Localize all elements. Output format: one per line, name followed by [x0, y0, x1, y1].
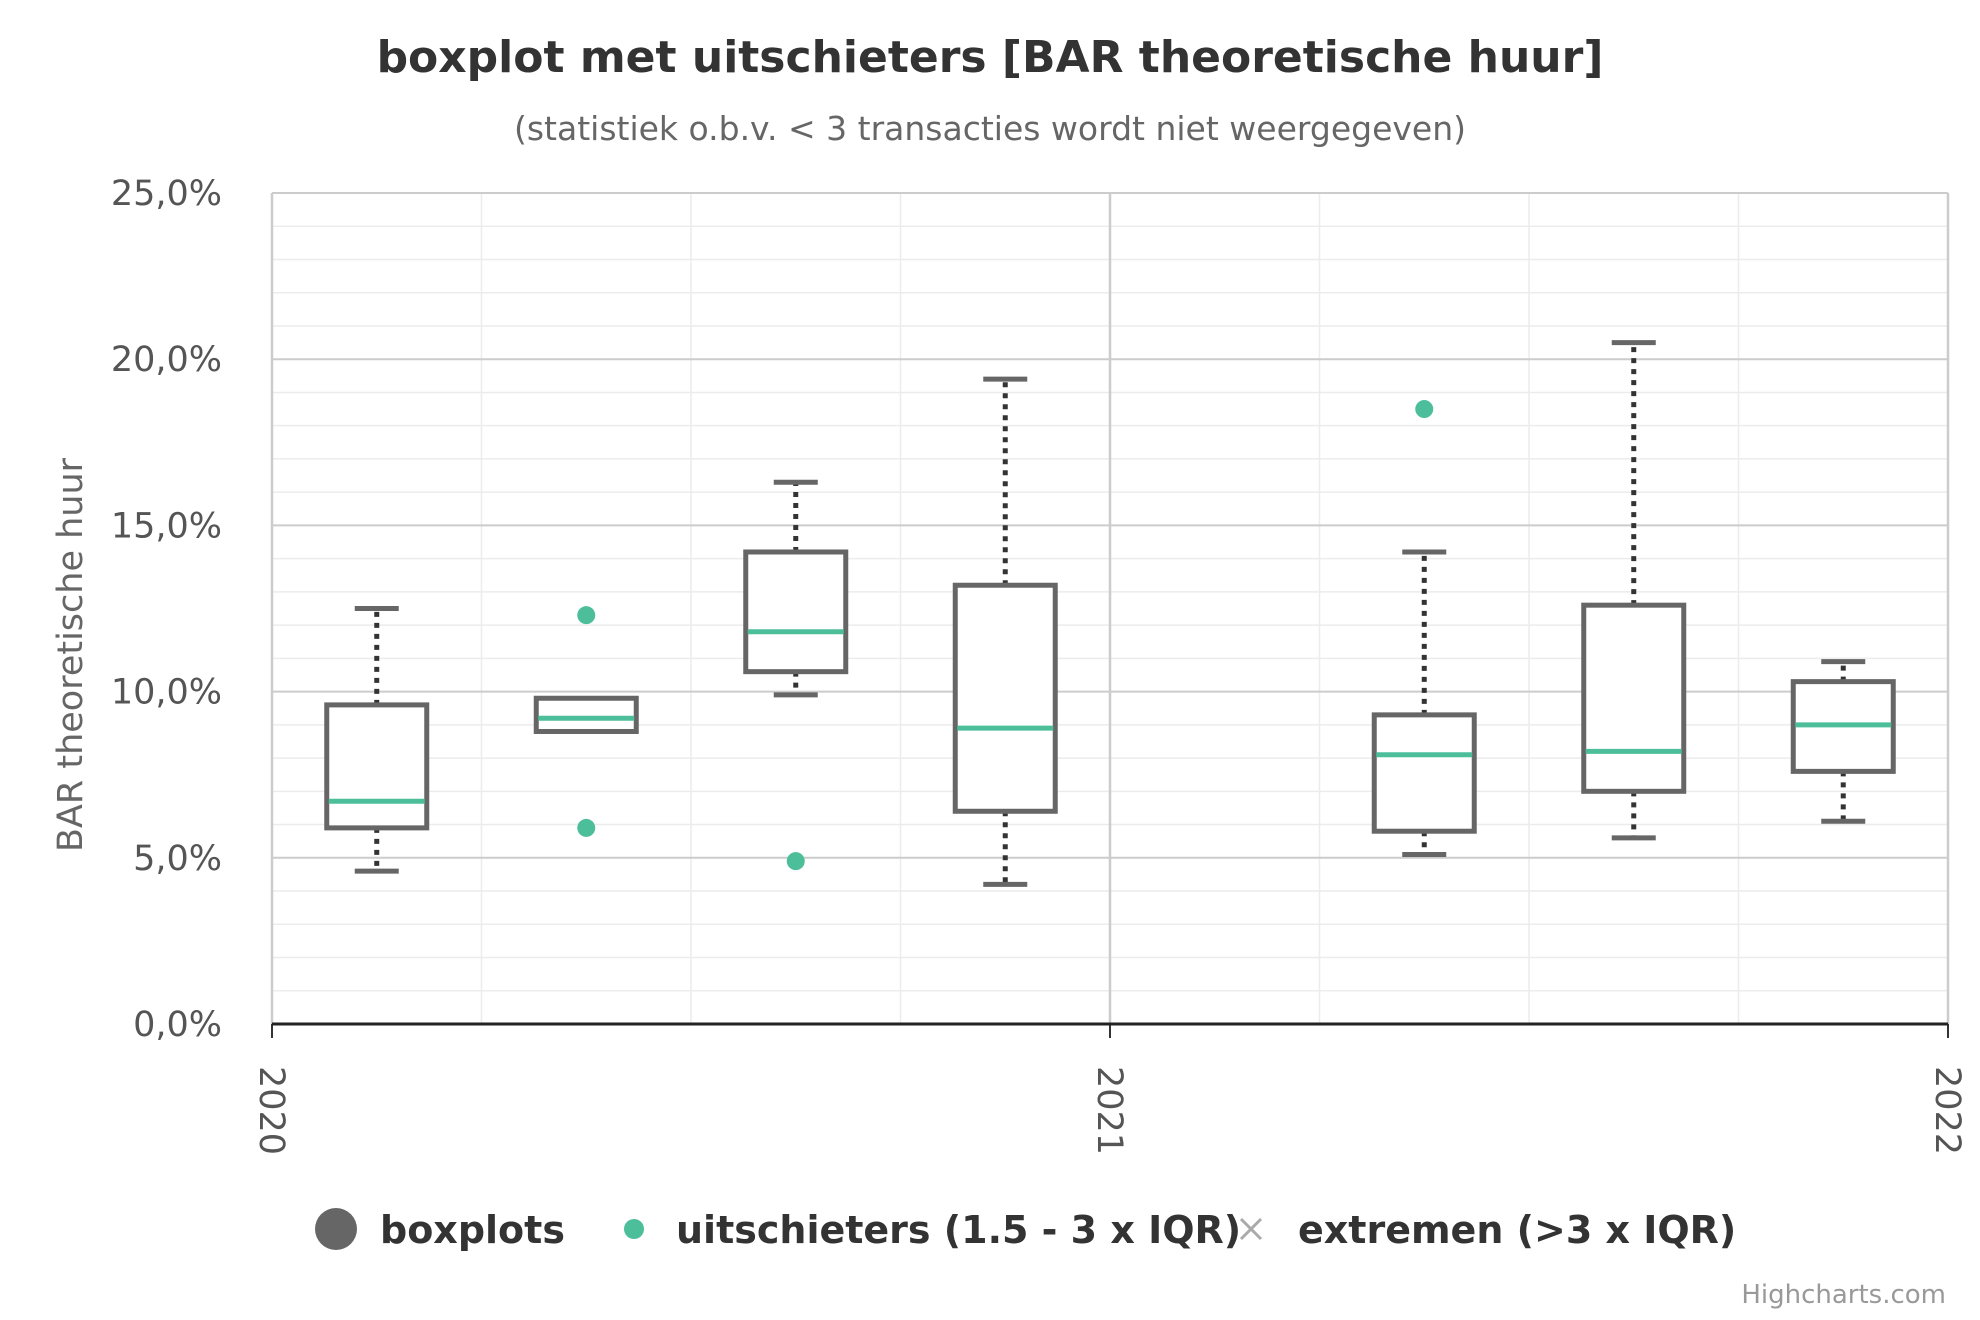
x-tick-label: 2020 [251, 1066, 291, 1155]
axes: 0,0% 5,0% 10,0% 15,0% 20,0% 25,0% 2020 2021 2022 [111, 174, 1967, 1155]
box-body [1371, 712, 1477, 834]
x-tick-label: 2022 [1927, 1066, 1967, 1155]
legend-label-uitschieters: uitschieters (1.5 - 3 x IQR) [676, 1208, 1241, 1252]
box-body [952, 582, 1058, 814]
box [952, 376, 1058, 887]
x-tick-label: 2021 [1089, 1066, 1129, 1155]
chart-title: boxplot met uitschieters [BAR theoretisc… [377, 32, 1604, 83]
legend-item-boxplots[interactable]: boxplots [315, 1208, 565, 1252]
legend-label-boxplots: boxplots [380, 1208, 565, 1252]
legend-marker-uitschieters [624, 1219, 644, 1239]
box [1581, 340, 1687, 841]
y-tick-label: 5,0% [133, 839, 222, 879]
box [533, 695, 639, 734]
box-body [324, 702, 430, 831]
y-tick-label: 20,0% [111, 340, 222, 380]
plot-grid [270, 192, 1950, 1024]
y-tick-label: 0,0% [133, 1005, 222, 1045]
legend-marker-boxplots [315, 1208, 357, 1250]
outlier-point [577, 606, 596, 625]
legend-label-extremen: extremen (>3 x IQR) [1298, 1208, 1736, 1252]
box [324, 606, 430, 874]
box [1371, 549, 1477, 857]
credits-link[interactable]: Highcharts.com [1741, 1280, 1946, 1310]
box [1790, 659, 1896, 824]
legend: boxplots uitschieters (1.5 - 3 x IQR) ex… [315, 1208, 1736, 1252]
legend-item-extremen[interactable]: extremen (>3 x IQR) [1239, 1208, 1736, 1252]
box [743, 479, 849, 698]
outlier-point [577, 818, 596, 837]
y-tick-label: 10,0% [111, 673, 222, 713]
plot-series [324, 340, 1896, 887]
box-body [743, 549, 849, 675]
y-tick-label: 15,0% [111, 506, 222, 546]
legend-marker-extremen-cross-icon [1239, 1217, 1263, 1241]
y-axis-title: BAR theoretische huur [51, 457, 91, 852]
chart-subtitle: (statistiek o.b.v. < 3 transacties wordt… [514, 109, 1466, 148]
legend-item-uitschieters[interactable]: uitschieters (1.5 - 3 x IQR) [624, 1208, 1241, 1252]
box-body [1581, 602, 1687, 794]
outlier-point [1415, 400, 1434, 419]
box-body [533, 695, 639, 734]
outlier-point [786, 852, 805, 871]
y-tick-label: 25,0% [111, 174, 222, 214]
